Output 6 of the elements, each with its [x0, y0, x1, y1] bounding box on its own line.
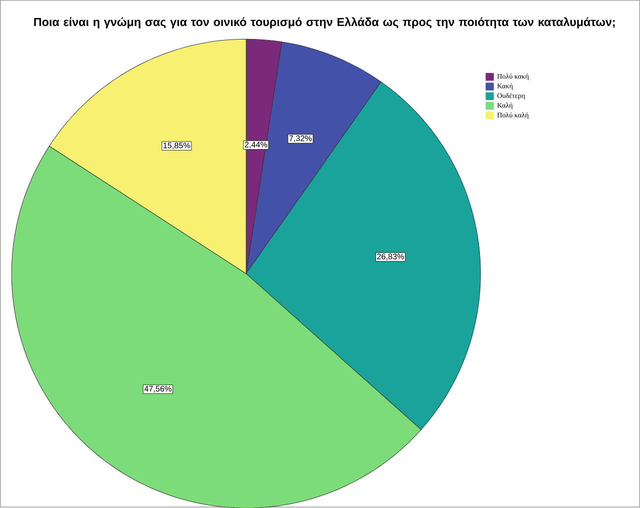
data-label: 47,56% — [144, 386, 172, 392]
data-label: 7,32% — [289, 135, 312, 142]
data-label: 26,83% — [377, 253, 404, 260]
data-label: 15,85% — [164, 142, 190, 150]
data-label: 2,44% — [244, 142, 268, 148]
chart-title: Ποια είναι η γνώμη σας για τον οινικό τουρισμό στην Ελλάδα ως προς την ποιότητα των καταλυμάτων; — [34, 17, 615, 28]
